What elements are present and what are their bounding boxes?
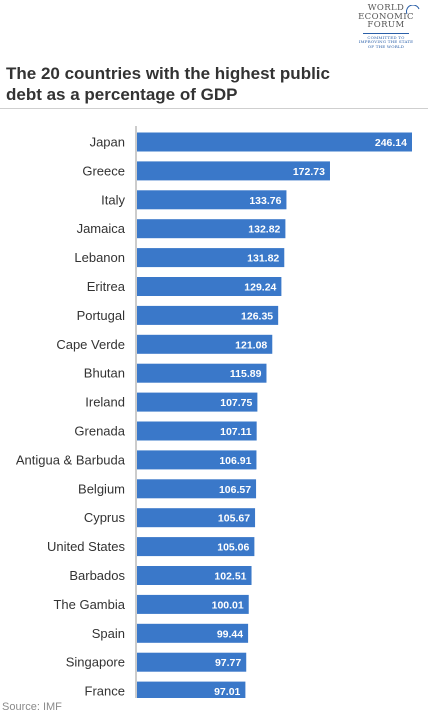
bar-value-label: 133.76	[249, 195, 281, 207]
bar-value-label: 131.82	[247, 253, 279, 265]
bar-value-label: 97.77	[215, 657, 241, 669]
bar-value-label: 132.82	[248, 224, 280, 236]
category-label: Belgium	[78, 481, 125, 496]
category-label: Cyprus	[84, 510, 126, 525]
bar-value-label: 246.14	[375, 137, 407, 149]
bar-value-label: 129.24	[244, 282, 276, 294]
bar	[137, 623, 249, 643]
category-label: Portugal	[77, 308, 126, 323]
category-label: Singapore	[66, 655, 125, 670]
category-label: Jamaica	[77, 221, 126, 236]
bar	[137, 566, 252, 585]
category-label: France	[85, 684, 125, 698]
bar-value-label: 100.01	[212, 599, 244, 611]
logo-tagline-2: IMPROVING THE STATE	[358, 39, 414, 45]
bar	[137, 363, 267, 383]
logo-tagline-1: COMMITTED TO	[367, 34, 405, 40]
bar	[137, 508, 256, 528]
title-divider	[0, 108, 428, 109]
bar	[137, 479, 257, 499]
bar	[137, 277, 282, 296]
category-label: Eritrea	[87, 279, 126, 294]
bar	[137, 392, 258, 412]
bar	[137, 652, 247, 672]
bar	[137, 594, 249, 614]
bar-value-label: 121.08	[235, 339, 267, 351]
bar-chart: Japan 246.14 Greece 172.73 Italy 133.76 Jamaic…	[16, 126, 412, 698]
category-label: Grenada	[74, 424, 125, 439]
bar	[137, 305, 279, 325]
category-label: The Gambia	[53, 597, 125, 612]
bar	[137, 161, 330, 181]
bar-value-label: 115.89	[230, 368, 262, 380]
bar-value-label: 107.75	[220, 397, 252, 409]
category-label: Barbados	[69, 568, 125, 583]
bar-value-label: 105.06	[217, 542, 249, 554]
bar	[137, 421, 257, 441]
category-label: Ireland	[85, 395, 125, 410]
category-label: Japan	[90, 135, 125, 150]
bar	[137, 450, 257, 470]
bar-value-label: 97.01	[214, 686, 240, 698]
category-label: Greece	[82, 163, 125, 178]
bar-value-label: 105.67	[218, 513, 250, 525]
bar	[137, 681, 246, 698]
bar-value-label: 107.11	[220, 426, 252, 438]
logo-rule	[363, 32, 409, 34]
category-label: Antigua & Barbuda	[16, 452, 126, 467]
chart-title: The 20 countries with the highest public…	[6, 64, 330, 104]
category-label: Italy	[101, 192, 125, 207]
bar-value-label: 106.57	[219, 484, 251, 496]
bar-value-label: 106.91	[219, 455, 251, 467]
wef-logo: WORLD ECONOMIC FORUM COMMITTED TO IMPROV…	[350, 4, 422, 60]
bar	[137, 334, 273, 354]
source-note: Source: IMF	[2, 701, 62, 713]
logo-tagline-3: OF THE WORLD	[367, 43, 405, 49]
category-label: United States	[47, 539, 126, 554]
bar	[137, 219, 286, 239]
bar-value-label: 99.44	[217, 628, 243, 640]
logo-line-2: ECONOMIC	[358, 11, 414, 22]
bar-value-label: 126.35	[241, 310, 273, 322]
bar	[137, 132, 412, 152]
logo-line-1: WORLD	[367, 3, 405, 13]
bar-value-label: 172.73	[293, 166, 325, 178]
category-label: Spain	[92, 626, 125, 641]
bar-value-label: 102.51	[214, 571, 246, 583]
logo-line-3: FORUM	[367, 20, 405, 30]
bar	[137, 248, 285, 268]
category-label: Cape Verde	[56, 337, 125, 352]
globe-arc-icon	[406, 5, 420, 15]
bar	[137, 537, 255, 557]
bar	[137, 190, 287, 210]
category-label: Bhutan	[84, 366, 125, 381]
category-label: Lebanon	[74, 250, 125, 265]
